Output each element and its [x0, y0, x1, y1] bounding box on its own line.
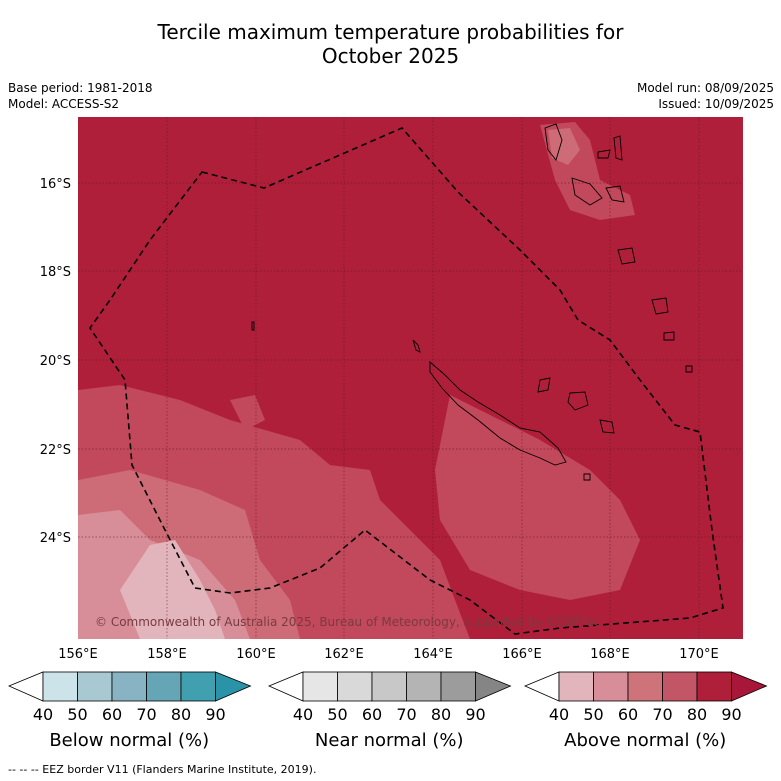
zone-above-80-east: [435, 395, 640, 600]
model-run: Model run: 08/09/2025: [636, 81, 774, 95]
zone-above-70-northeast: [548, 128, 580, 165]
new-caledonia-island: [429, 361, 567, 466]
colorbar-segment: [662, 671, 698, 702]
colorbar-tick-label: 60: [617, 705, 639, 724]
colorbar-segment: [627, 671, 663, 702]
colorbar-segment: [146, 671, 182, 702]
colorbar-segment: [337, 671, 373, 702]
colorbar-segment: [593, 671, 629, 702]
colorbar-left-triangle: [523, 671, 560, 702]
colorbar-segment: [558, 671, 594, 702]
colorbar-tick-label: 90: [205, 705, 226, 724]
colorbar-left-triangle: [267, 671, 304, 702]
latitude-label: 18°S: [40, 265, 71, 280]
title-line-2: October 2025: [321, 44, 460, 68]
longitude-label: 156°E: [58, 647, 98, 662]
chesterfield-islets: [251, 321, 421, 353]
latitude-label: 20°S: [40, 354, 71, 369]
colorbar-tick-label: 80: [430, 705, 452, 724]
small-islet-east: [583, 365, 693, 481]
colorbar-tick-label: 50: [327, 705, 348, 724]
colorbar-below: [7, 671, 253, 707]
colorbar-tick-label: 70: [652, 705, 673, 724]
colorbar-right-triangle: [215, 671, 252, 702]
model-name: Model: ACCESS-S2: [8, 97, 120, 111]
colorbar-near: [267, 671, 513, 707]
vanuatu-islands: [544, 123, 675, 341]
longitude-label: 162°E: [324, 647, 364, 662]
latitude-label: 22°S: [40, 443, 71, 458]
colorbar-tick-label: 90: [721, 705, 742, 724]
colorbar-segment: [111, 671, 147, 702]
colorbar-tick-label: 40: [32, 705, 54, 724]
colorbar-tick-label: 70: [136, 705, 157, 724]
colorbar-segment: [180, 671, 216, 702]
longitude-label: 170°E: [679, 647, 719, 662]
colorbar-tick-label: 60: [101, 705, 123, 724]
latitude-label: 24°S: [40, 531, 71, 546]
loyalty-islands: [537, 377, 615, 434]
colorbar-left-triangle: [7, 671, 44, 702]
latitude-labels: 16°S 18°S 20°S 22°S 24°S: [40, 177, 71, 546]
colorbar-right-triangle: [475, 671, 512, 702]
title-line-1: Tercile maximum temperature probabilitie…: [157, 20, 624, 44]
colorbar-segment: [42, 671, 78, 702]
colorbar-segment: [696, 671, 732, 702]
colorbar-segment: [371, 671, 407, 702]
copyright-notice: © Commonwealth of Australia 2025, Bureau…: [95, 615, 600, 629]
colorbar-tick-label: 70: [396, 705, 417, 724]
longitude-label: 164°E: [413, 647, 453, 662]
colorbar-tick-label: 80: [686, 705, 708, 724]
colorbar-tick-label: 40: [292, 705, 314, 724]
colorbar-tick-label: 60: [361, 705, 383, 724]
longitude-labels: 156°E 158°E 160°E 162°E 164°E 166°E 168°E 170°E: [58, 647, 719, 662]
issued-date: Issued: 10/09/2025: [658, 97, 774, 111]
colorbar-tick-label: 50: [583, 705, 604, 724]
longitude-label: 160°E: [236, 647, 276, 662]
colorbar-tick-label: 90: [465, 705, 486, 724]
colorbar-segment: [406, 671, 442, 702]
colorbar-above: [523, 671, 769, 707]
zone-above-80-new-caledonia: [500, 420, 560, 470]
longitude-label: 166°E: [502, 647, 542, 662]
colorbar-swatches: [7, 671, 252, 702]
colorbar-tick-label: 50: [67, 705, 88, 724]
colorbar-segment: [302, 671, 338, 702]
colorbar-swatches: [267, 671, 512, 702]
zone-above-80-small: [230, 395, 265, 430]
longitude-label: 168°E: [590, 647, 630, 662]
colorbar-right-triangle: [731, 671, 768, 702]
eez-footnote: -- -- -- EEZ border V11 (Flanders Marine…: [8, 763, 317, 776]
zone-above-50-southwest: [120, 540, 225, 639]
longitude-label: 158°E: [147, 647, 187, 662]
eez-border: [89, 127, 724, 635]
base-period: Base period: 1981-2018: [8, 81, 153, 95]
colorbar-segment: [77, 671, 113, 702]
colorbar-segment: [440, 671, 476, 702]
colorbar-tick-label: 40: [548, 705, 570, 724]
colorbar-tick-label: 80: [170, 705, 192, 724]
colorbar-title: Above normal (%): [564, 730, 727, 751]
probability-map: © Commonwealth of Australia 2025, Bureau…: [40, 117, 743, 662]
colorbar-title: Near normal (%): [314, 730, 464, 751]
colorbar-swatches: [523, 671, 768, 702]
colorbar-title: Below normal (%): [49, 730, 210, 751]
latitude-label: 16°S: [40, 177, 71, 192]
